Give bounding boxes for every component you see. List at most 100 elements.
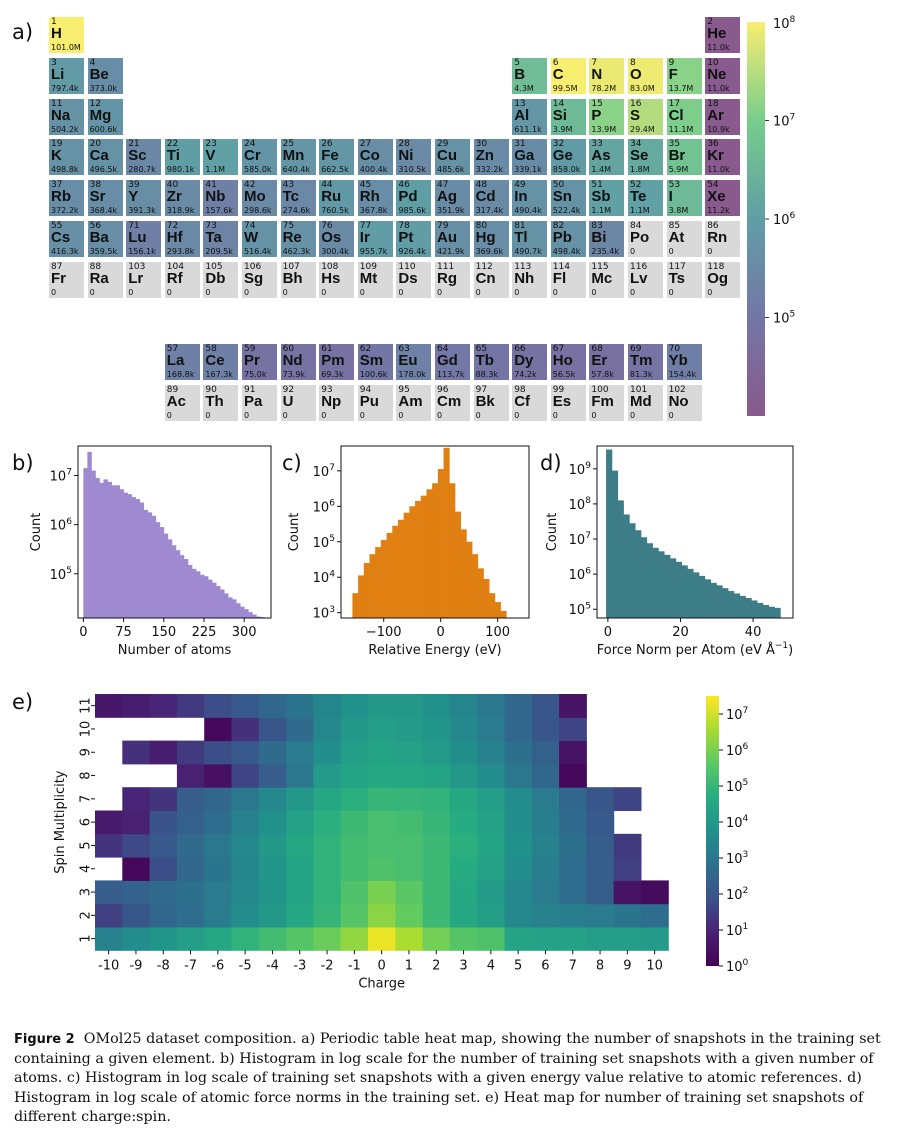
element-symbol: Sn [552,188,572,206]
element-symbol: Ts [668,269,685,287]
element-cell-s: 16 S 29.4M [628,98,663,135]
element-symbol: Tc [282,188,299,206]
histogram-bar [155,522,161,618]
histogram-bar [483,578,490,618]
element-cell-sn: 50 Sn 522.4k [550,180,586,217]
heatmap-cell [368,787,396,811]
y-tick-label: 105 [313,534,335,551]
atomic-number: 79 [437,221,449,231]
x-tick-label: -1 [348,958,361,973]
heatmap-cell [204,787,232,811]
snapshot-count: 1.1M [205,165,226,175]
heatmap-cell [531,740,560,765]
heatmap-cell [613,833,642,858]
element-symbol: Fm [591,392,614,410]
element-cell-cn: 112 Cn 0 [473,261,509,298]
heatmap-cell [122,740,151,765]
heatmap-cell [286,880,314,905]
atomic-number: 58 [205,344,217,354]
heatmap-cell [395,903,424,928]
heatmap-cell [395,694,424,718]
atomic-number: 105 [205,261,223,272]
snapshot-count: 78.2M [591,83,617,93]
element-cell-sc: 21 Sc 280.7k [126,139,162,176]
histogram-bar [669,558,677,618]
element-cell-sr: 38 Sr 368.4k [87,180,123,217]
histogram-bar [681,565,688,618]
histogram-number-of-atoms: 0 75 150 225 300 105 106 107 Number of atoms Coun… [29,445,272,658]
heatmap-cell [477,740,505,765]
snapshot-count: 300.4k [321,247,349,256]
colorbar-tick-label: 105 [726,778,748,795]
element-symbol: Ba [89,229,109,246]
atomic-number: 69 [630,344,642,354]
caption-text: OMol25 dataset composition. a) Periodic … [14,1031,881,1125]
histogram-bar [658,551,665,618]
histogram-bar [103,479,108,618]
heatmap-cell [504,810,533,835]
colorbar-tick-label: 104 [726,814,749,831]
x-tick-label: −100 [366,625,402,640]
atomic-number: 95 [398,384,410,395]
x-tick-label: -8 [157,958,170,973]
snapshot-count: 421.9k [437,247,465,256]
element-cell-rh: 45 Rh 367.8k [357,180,393,217]
element-cell-cu: 29 Cu 485.6k [435,139,470,176]
heatmap-cell [231,763,260,788]
element-symbol: Al [514,106,530,124]
y-tick-label: 9 [79,748,94,756]
colorbar-gradient [747,22,765,416]
histogram-bar [426,489,433,618]
element-cell-hg: 80 Hg 369.6k [473,221,509,257]
heatmap-cell [231,694,260,718]
x-tick-label: 8 [596,958,604,973]
snapshot-count: 0 [668,287,674,297]
atomic-number: 86 [707,221,719,231]
element-symbol: Ra [89,269,109,287]
element-cell-at: 85 At 0 [666,221,702,257]
snapshot-count: 372.2k [51,206,79,216]
element-symbol: Si [552,106,567,124]
x-tick-label: -5 [239,958,252,973]
snapshot-count: 496.5k [89,165,118,175]
heatmap-cell [258,857,287,881]
histogram-bar [762,605,770,618]
element-symbol: Xe [707,188,726,206]
heatmap-cell [613,927,642,951]
element-cell-co: 27 Co 400.4k [357,139,393,176]
histogram-bar [386,532,393,618]
element-symbol: Hs [321,269,341,287]
atomic-number: 37 [51,180,63,191]
heatmap-cell [313,763,342,788]
element-cell-sb: 51 Sb 1.1M [589,180,625,217]
histogram-bar [203,576,209,618]
element-symbol: B [514,65,526,83]
histogram-bar [449,483,456,618]
x-tick-label: 3 [459,958,467,973]
heatmap-cell [477,857,505,881]
snapshot-count: 373.0k [89,83,118,93]
atomic-number: 43 [282,180,295,191]
histogram-bar [472,554,479,618]
histogram-bar [228,597,233,618]
element-cell-md: 101 Md 0 [628,384,663,421]
snapshot-count: 0 [398,410,404,420]
heatmap-cell [258,833,287,858]
element-symbol: Og [707,269,729,287]
element-cell-sg: 106 Sg 0 [242,261,277,298]
element-cell-na: 11 Na 504.2k [49,98,84,135]
atomic-number: 48 [475,180,488,191]
heatmap-cell [422,833,451,858]
element-symbol: Nh [514,269,535,287]
element-cell-np: 93 Np 0 [319,384,355,421]
panel-label-c: c) [282,451,302,475]
heatmap-cell [95,810,123,835]
element-cell-cs: 55 Cs 416.3k [49,221,84,257]
element-cell-li: 3 Li 797.4k [49,57,84,94]
x-tick-label: -9 [129,958,142,973]
element-cell-og: 118 Og 0 [705,261,741,298]
heatmap-cell [559,694,587,718]
atomic-number: 107 [282,261,300,272]
element-symbol: Rf [166,269,183,287]
element-symbol: Sb [591,188,611,206]
